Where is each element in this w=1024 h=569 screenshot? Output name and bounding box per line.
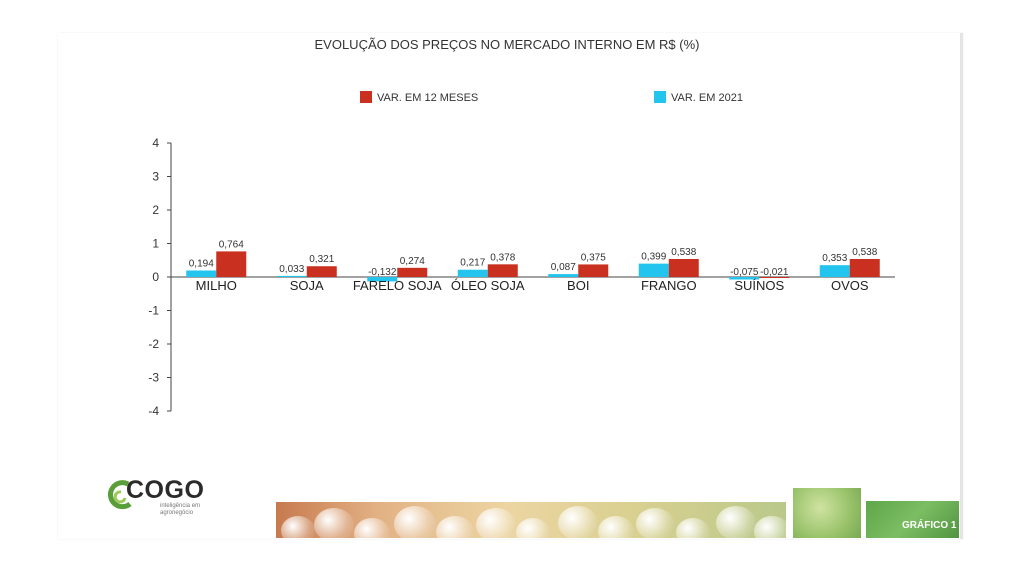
chart-title: EVOLUÇÃO DOS PREÇOS NO MERCADO INTERNO E… <box>315 37 700 52</box>
data-label: 0,399 <box>641 252 666 263</box>
soybean-photo-tile <box>793 488 861 538</box>
bar <box>819 265 850 277</box>
data-label: 0,353 <box>822 253 847 264</box>
category-label: ÓLEO SOJA <box>451 278 525 293</box>
soybean-shape <box>716 506 756 538</box>
soybean-shape <box>394 506 436 538</box>
chart-badge: GRÁFICO 1 <box>902 520 957 531</box>
bar <box>276 275 307 277</box>
soybean-shape <box>314 508 354 538</box>
category-label: MILHO <box>196 278 237 293</box>
data-label: 0,375 <box>581 252 606 263</box>
data-label: 0,764 <box>219 239 244 250</box>
soybean-shape <box>598 516 634 538</box>
soybean-shape <box>558 506 598 538</box>
chart-labels: 0,194 0,764 MILHO 0,033 0,321 SOJA -0,1320,274… <box>189 239 878 293</box>
soybean-shape <box>476 508 516 538</box>
y-tick-label: -2 <box>148 337 159 351</box>
data-label: 0,274 <box>400 256 425 267</box>
logo-subtitle: inteligência em agronegócio <box>160 503 201 516</box>
data-label: 0,217 <box>460 258 485 269</box>
chart-legend: VAR. EM 12 MESES VAR. EM 2021 <box>360 91 743 104</box>
category-label: SOJA <box>290 278 324 293</box>
legend-label: VAR. EM 2021 <box>671 92 743 104</box>
slide-canvas <box>58 33 963 539</box>
y-tick-label: 1 <box>152 237 159 251</box>
bar <box>306 266 337 277</box>
bar <box>487 264 518 277</box>
data-label: 0,378 <box>490 252 515 263</box>
cogo-logo-icon <box>108 480 132 510</box>
soybean-shape <box>516 518 550 538</box>
category-label: BOI <box>567 278 589 293</box>
bar <box>186 270 217 277</box>
chart-bars <box>186 251 880 282</box>
y-tick-label: -1 <box>148 304 159 318</box>
data-label: -0,075 <box>730 267 759 278</box>
bar <box>668 258 699 277</box>
soybean-shape <box>754 516 786 538</box>
bar <box>457 269 488 277</box>
legend-swatch <box>360 91 372 103</box>
data-label: 0,321 <box>309 254 334 265</box>
bar <box>729 277 760 280</box>
bar-chart: EVOLUÇÃO DOS PREÇOS NO MERCADO INTERNO E… <box>148 37 895 418</box>
bar <box>849 258 880 277</box>
y-tick-label: 0 <box>152 270 159 284</box>
bar <box>759 277 790 278</box>
data-label: -0,021 <box>760 267 789 278</box>
category-label: OVOS <box>831 278 869 293</box>
soybean-shape <box>676 518 710 538</box>
bar <box>638 263 669 277</box>
data-label: 0,194 <box>189 259 214 270</box>
bar <box>548 274 579 277</box>
category-label: SUÍNOS <box>734 278 784 293</box>
data-label: 0,033 <box>279 264 304 275</box>
y-tick-label: -4 <box>148 404 159 418</box>
data-label: 0,538 <box>671 247 696 258</box>
y-tick-label: 2 <box>152 203 159 217</box>
soybean-shape <box>281 516 315 538</box>
green-photo-tile <box>866 501 959 538</box>
y-tick-label: 3 <box>152 170 159 184</box>
legend-label: VAR. EM 12 MESES <box>377 92 478 104</box>
data-label: 0,087 <box>551 262 576 273</box>
y-tick-label: 4 <box>152 136 159 150</box>
bar <box>367 277 398 282</box>
legend-swatch <box>654 91 666 103</box>
logo-text: COGO <box>126 476 205 504</box>
y-tick-label: -3 <box>148 371 159 385</box>
data-label: 0,538 <box>852 247 877 258</box>
category-label: FRANGO <box>641 278 697 293</box>
bar <box>578 264 609 277</box>
soybean-shape <box>636 508 674 538</box>
category-label: FARELO SOJA <box>353 278 442 293</box>
bar <box>216 251 247 277</box>
bar <box>397 267 428 277</box>
soybean-shape <box>436 516 474 538</box>
soybean-shape <box>354 518 390 538</box>
soybean-photo-strip <box>276 502 786 538</box>
data-label: -0,132 <box>368 267 397 278</box>
